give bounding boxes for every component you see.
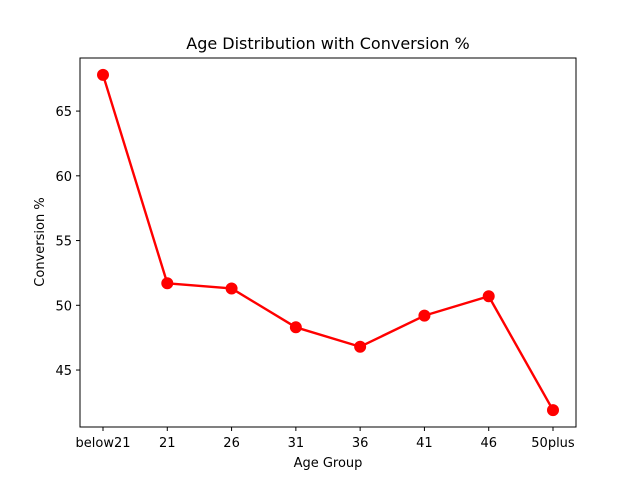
x-tick-label: 31 [288,436,305,451]
data-point [225,282,238,295]
chart-title: Age Distribution with Conversion % [186,34,469,53]
data-point [289,321,302,334]
data-point [161,277,174,290]
x-axis: below21 21 26 31 36 41 46 50plus [76,427,575,451]
data-point [354,340,367,353]
y-tick-label: 65 [55,105,72,120]
data-point [418,309,431,322]
x-tick-label: 41 [416,436,433,451]
data-point [97,68,109,81]
plot-frame [79,57,577,428]
data-point [547,404,559,417]
series-line [101,74,555,411]
x-tick-label: 50plus [531,436,575,451]
x-tick-label: 26 [223,436,240,451]
data-point [482,290,495,303]
y-axis-label: Conversion % [33,197,48,286]
y-tick-label: 55 [55,235,72,250]
y-tick-label: 45 [55,364,72,379]
x-tick-label: 46 [480,436,497,451]
plot-area [80,58,576,427]
data-series [97,68,559,417]
y-tick-label: 60 [55,170,72,185]
x-axis-label: Age Group [294,456,363,471]
x-tick-label: 21 [159,436,176,451]
y-tick-label: 50 [55,299,72,314]
x-tick-label: below21 [76,436,131,451]
y-axis: 45 50 55 60 65 [55,105,80,379]
x-tick-label: 36 [352,436,369,451]
